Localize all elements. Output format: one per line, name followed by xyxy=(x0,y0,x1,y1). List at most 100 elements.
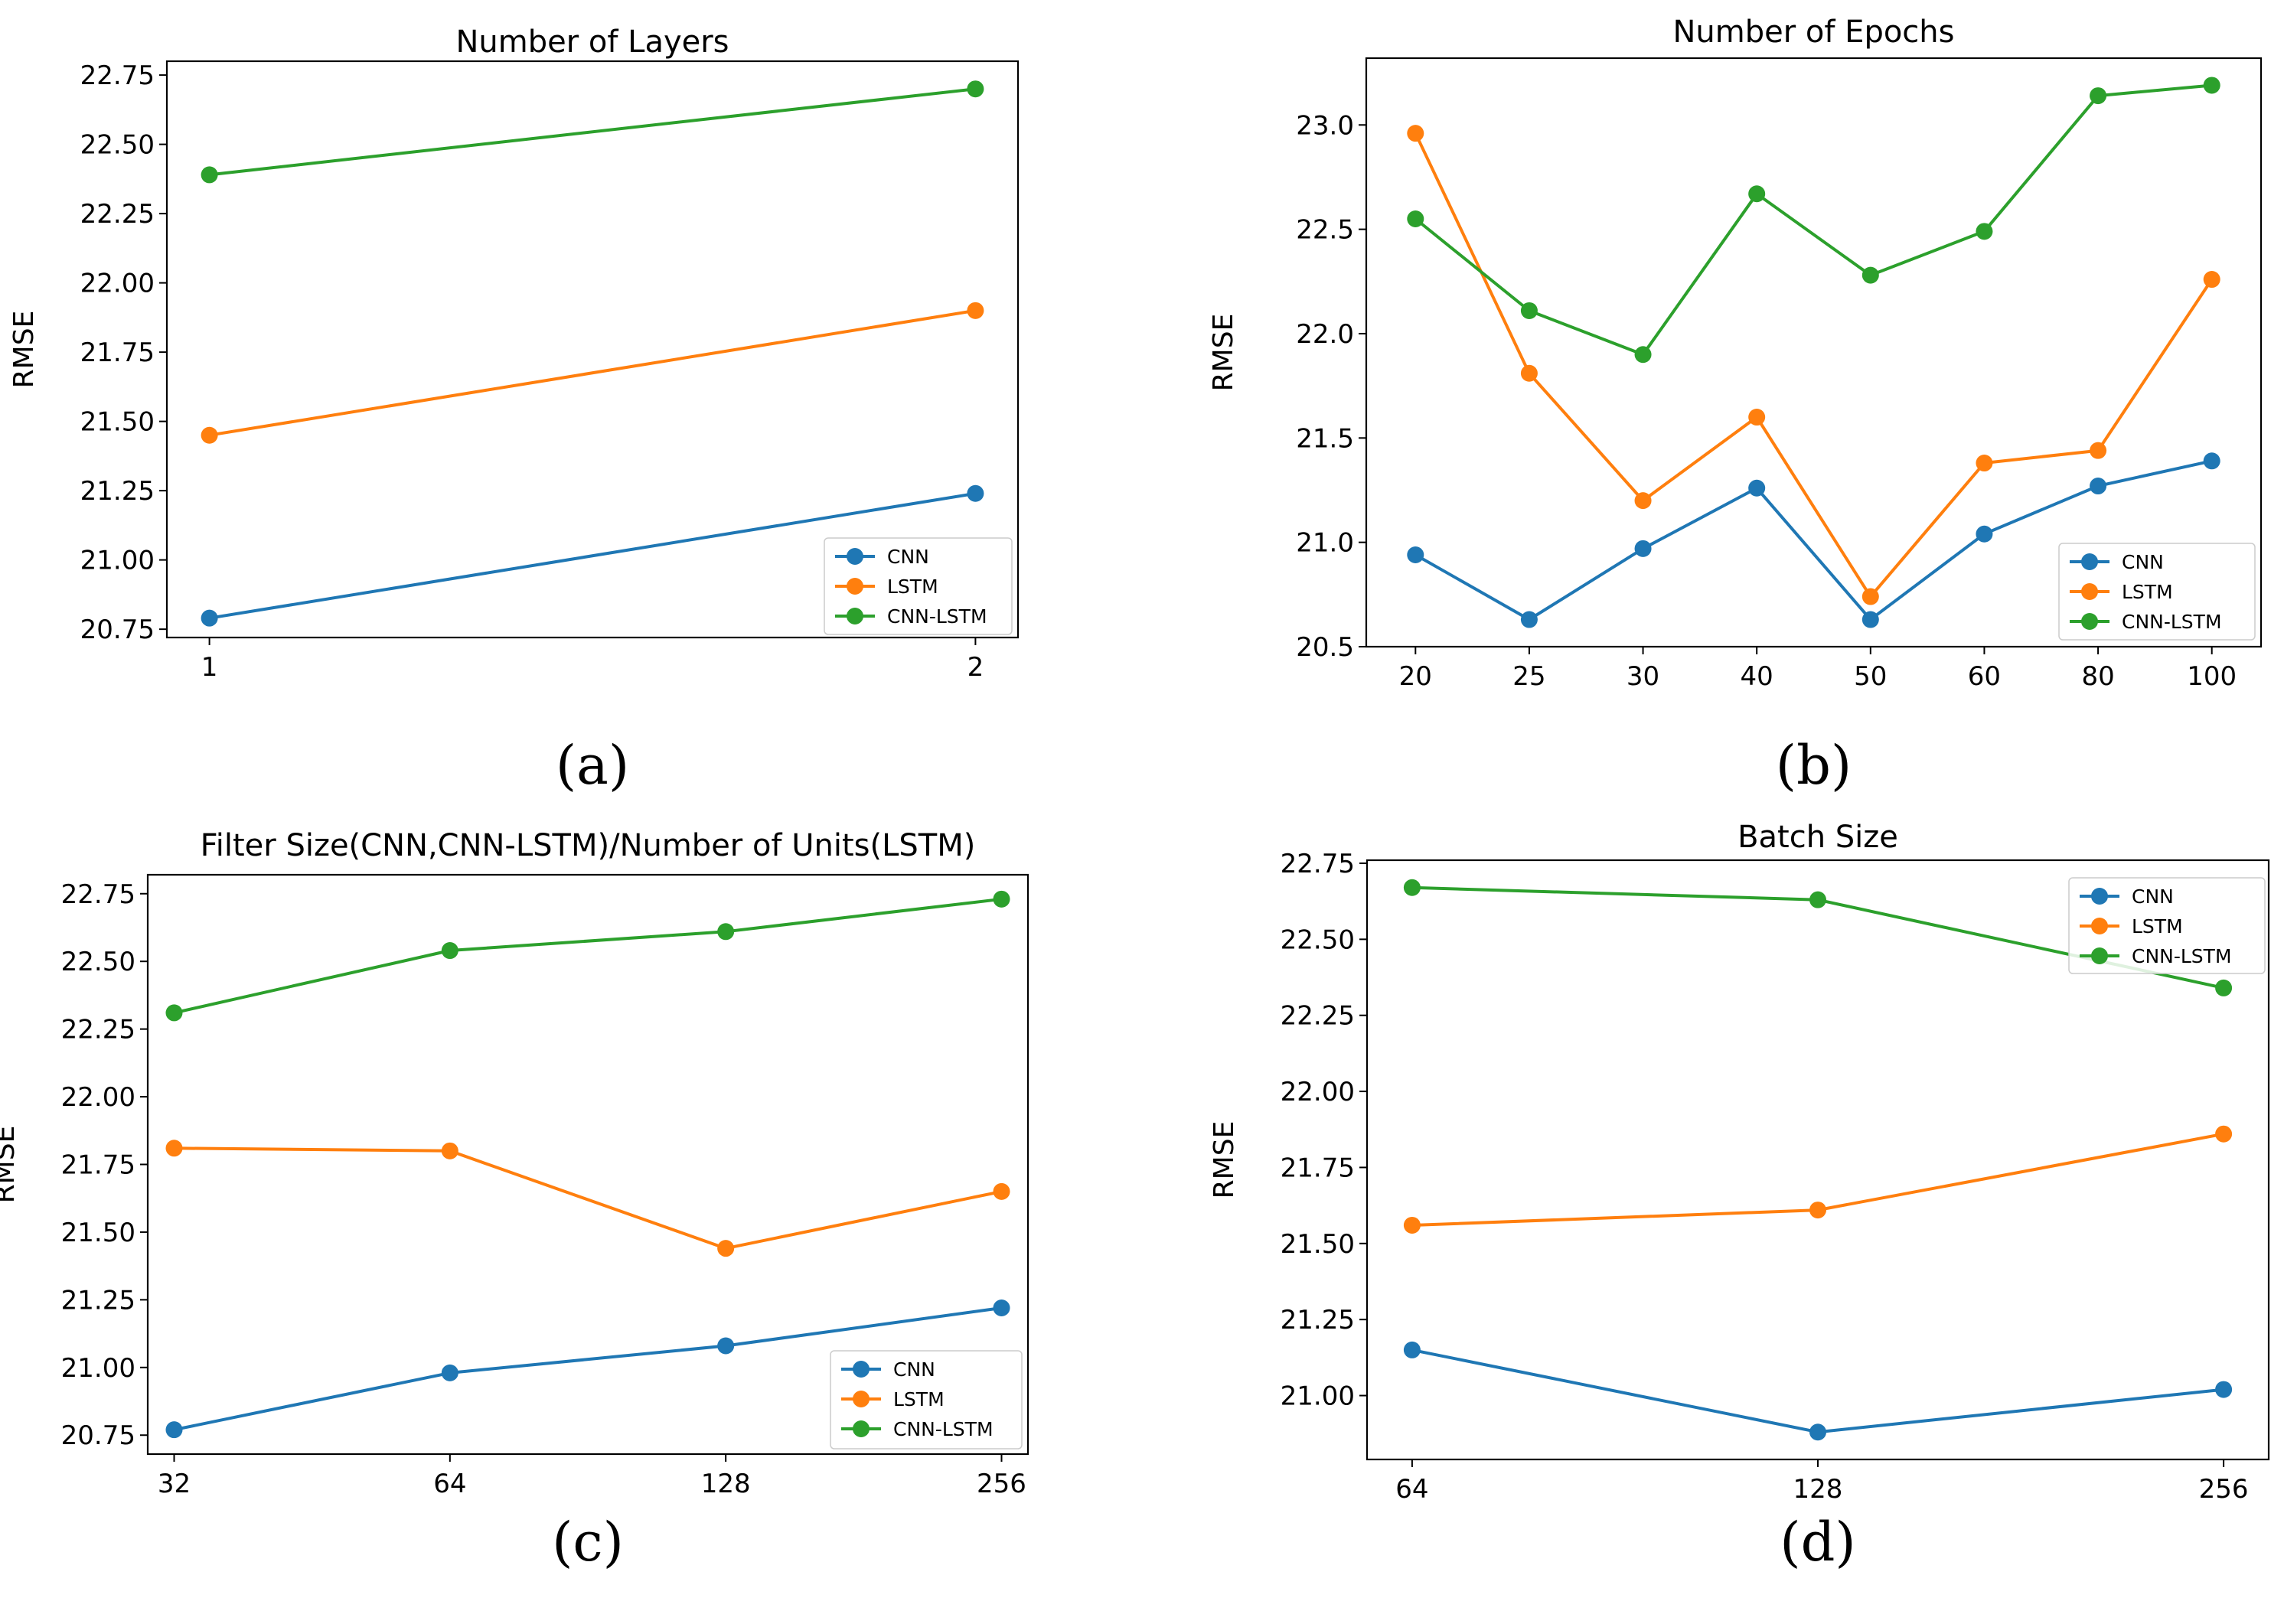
data-point-cnn xyxy=(1748,479,1766,497)
series-line-cnn-lstm xyxy=(174,897,1002,1015)
data-point-cnn-lstm xyxy=(165,1004,183,1022)
data-point-cnn xyxy=(2090,478,2107,495)
x-tick-label: 2 xyxy=(967,652,984,683)
data-point-cnn-lstm xyxy=(1976,223,1993,240)
y-tick-label: 21.75 xyxy=(80,338,155,368)
y-tick-label: 22.50 xyxy=(1281,925,1355,955)
data-point-cnn xyxy=(2215,1381,2233,1398)
panel-label: (b) xyxy=(1776,734,1852,797)
x-tick-label: 256 xyxy=(2199,1474,2249,1505)
x-tick-label: 20 xyxy=(1399,661,1432,692)
x-tick-label: 64 xyxy=(1395,1474,1428,1505)
legend-label-cnn: CNN xyxy=(2132,885,2174,908)
x-tick-label: 80 xyxy=(2081,661,2114,692)
x-tick-label: 256 xyxy=(977,1469,1026,1499)
x-tick-label: 64 xyxy=(433,1469,466,1499)
y-tick-label: 21.25 xyxy=(1281,1305,1355,1335)
data-point-cnn-lstm xyxy=(993,890,1010,908)
legend-marker-lstm xyxy=(2081,583,2098,600)
chart-title: Number of Layers xyxy=(455,24,729,60)
series-line-cnn xyxy=(209,491,976,620)
y-tick-label: 22.25 xyxy=(1281,1001,1355,1032)
panel-label: (a) xyxy=(556,734,629,797)
data-point-cnn-lstm xyxy=(717,923,735,941)
legend-marker-cnn xyxy=(847,548,863,565)
y-tick-label: 20.5 xyxy=(1296,632,1354,663)
data-point-lstm xyxy=(165,1140,183,1157)
legend: CNN LSTM CNN-LSTM xyxy=(2058,543,2256,641)
data-point-cnn-lstm xyxy=(1403,879,1421,896)
panel-label: (d) xyxy=(1780,1511,1855,1573)
data-point-cnn-lstm xyxy=(967,80,984,98)
data-point-cnn xyxy=(2203,452,2220,470)
chart-title: Batch Size xyxy=(1737,820,1898,855)
series-line-cnn-lstm xyxy=(209,87,976,177)
legend-marker-cnn xyxy=(2081,553,2098,570)
y-tick-label: 22.25 xyxy=(61,1015,135,1045)
y-tick-label: 20.75 xyxy=(80,615,155,645)
data-point-lstm xyxy=(993,1182,1010,1200)
x-tick-label: 50 xyxy=(1854,661,1887,692)
y-axis-label: RMSE xyxy=(1209,1121,1240,1199)
data-point-lstm xyxy=(201,426,218,444)
legend-marker-cnn-lstm xyxy=(2081,613,2098,630)
y-axis-label: RMSE xyxy=(0,1126,21,1204)
y-tick-label: 21.50 xyxy=(80,407,155,438)
data-point-cnn xyxy=(1861,611,1879,628)
y-tick-label: 20.75 xyxy=(61,1420,135,1451)
legend-label-cnn-lstm: CNN-LSTM xyxy=(887,605,987,628)
data-point-lstm xyxy=(2215,1125,2233,1143)
y-tick-label: 21.0 xyxy=(1296,528,1354,559)
legend-box xyxy=(824,537,1013,635)
data-point-lstm xyxy=(1861,588,1879,605)
legend-label-lstm: LSTM xyxy=(2122,581,2173,603)
data-point-cnn xyxy=(717,1337,735,1355)
series-line-lstm xyxy=(1414,132,2214,598)
y-tick-label: 21.00 xyxy=(61,1353,135,1384)
legend-marker-cnn xyxy=(2091,888,2108,905)
data-point-cnn xyxy=(1403,1341,1421,1358)
y-tick-label: 23.0 xyxy=(1296,110,1354,141)
y-tick-label: 22.00 xyxy=(80,269,155,299)
y-tick-label: 21.25 xyxy=(80,476,155,507)
data-point-lstm xyxy=(1976,455,1993,472)
y-tick-label: 22.0 xyxy=(1296,319,1354,350)
axes-frame xyxy=(1365,57,2263,648)
axes-frame xyxy=(146,873,1029,1456)
data-point-lstm xyxy=(2090,442,2107,459)
legend-marker-lstm xyxy=(2091,918,2108,934)
y-tick-label: 21.25 xyxy=(61,1285,135,1316)
data-point-cnn-lstm xyxy=(1809,891,1826,908)
x-tick-label: 40 xyxy=(1741,661,1773,692)
y-tick-label: 21.5 xyxy=(1296,423,1354,454)
data-point-cnn-lstm xyxy=(1520,302,1538,319)
legend-label-cnn: CNN xyxy=(893,1358,935,1381)
legend-label-lstm: LSTM xyxy=(887,576,938,598)
data-point-lstm xyxy=(717,1240,735,1257)
data-point-cnn xyxy=(1520,611,1538,628)
axes-frame xyxy=(165,60,1020,639)
legend-marker-cnn xyxy=(853,1361,870,1378)
data-point-cnn xyxy=(1634,540,1652,557)
data-point-cnn xyxy=(993,1299,1010,1316)
legend: CNN LSTM CNN-LSTM xyxy=(824,537,1013,635)
legend-marker-lstm xyxy=(853,1391,870,1407)
data-point-cnn xyxy=(1407,546,1424,564)
data-point-cnn-lstm xyxy=(2090,87,2107,105)
data-point-lstm xyxy=(1748,409,1766,426)
y-tick-label: 21.00 xyxy=(80,546,155,576)
legend-box xyxy=(2058,543,2256,641)
data-point-lstm xyxy=(1809,1202,1826,1219)
data-point-cnn-lstm xyxy=(1634,346,1652,364)
data-point-lstm xyxy=(1520,364,1538,382)
data-point-cnn xyxy=(1976,525,1993,543)
legend-marker-lstm xyxy=(847,578,863,595)
data-point-cnn-lstm xyxy=(441,942,458,960)
series-line-cnn xyxy=(1414,459,2213,621)
x-tick-label: 128 xyxy=(701,1469,751,1499)
data-point-lstm xyxy=(441,1142,458,1159)
y-tick-label: 22.75 xyxy=(61,879,135,910)
y-tick-label: 21.75 xyxy=(61,1150,135,1181)
y-tick-label: 22.25 xyxy=(80,199,155,230)
y-tick-label: 21.50 xyxy=(61,1218,135,1248)
